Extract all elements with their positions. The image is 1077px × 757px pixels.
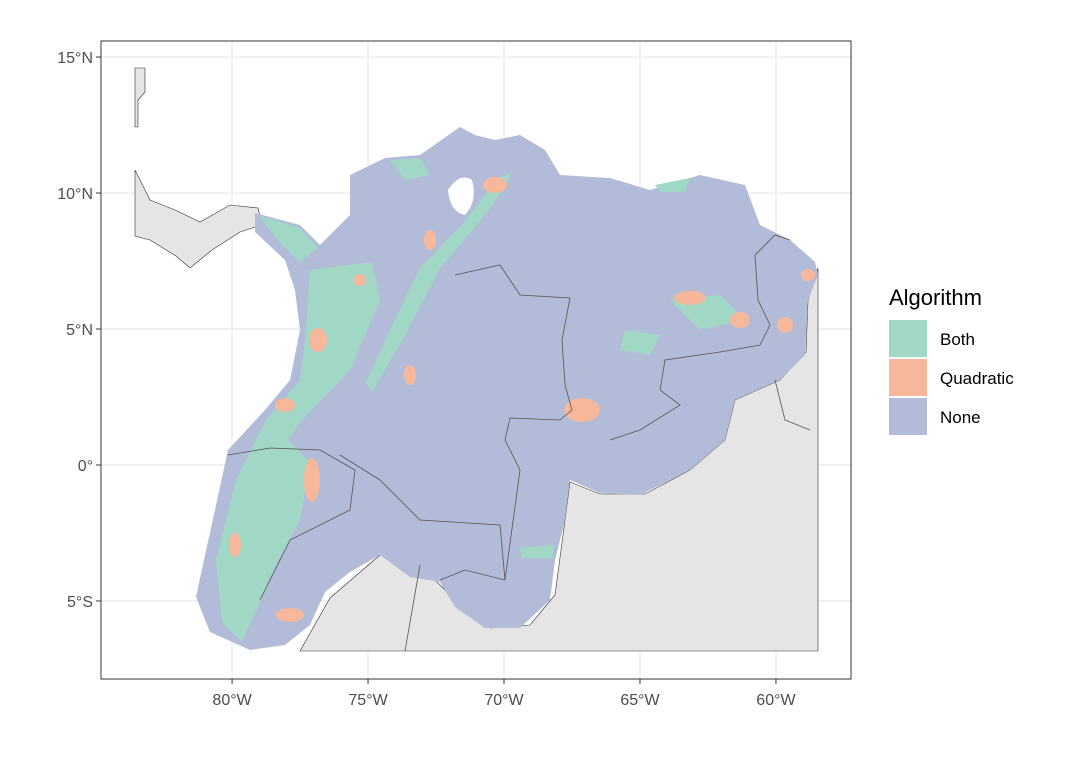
map-land — [134, 67, 819, 652]
axes: 80°W 75°W 70°W 65°W 60°W 15°N 10°N 5°N 0° 5°S — [57, 50, 796, 709]
legend-label: None — [940, 408, 981, 427]
legend-label: Quadratic — [940, 369, 1014, 388]
patch — [229, 533, 241, 557]
land-gray — [134, 67, 146, 128]
y-tick-label: 10°N — [57, 186, 93, 203]
land-gray — [134, 169, 263, 269]
patch — [354, 274, 366, 286]
patch — [674, 291, 706, 305]
patch — [777, 317, 793, 333]
x-tick-label: 65°W — [620, 692, 660, 709]
border — [404, 379, 811, 652]
border — [227, 447, 356, 601]
border — [454, 264, 573, 581]
borders — [227, 234, 811, 652]
legend-key — [889, 398, 927, 435]
lake — [448, 177, 474, 215]
patch — [801, 269, 815, 281]
y-tick-label: 0° — [78, 458, 93, 475]
border — [754, 234, 791, 256]
region-none — [196, 127, 818, 650]
region-both — [258, 215, 318, 262]
x-tick-label: 70°W — [484, 692, 524, 709]
x-tick-label: 80°W — [212, 692, 252, 709]
patch — [404, 365, 416, 385]
y-tick-label: 5°N — [66, 322, 93, 339]
patch — [483, 177, 507, 193]
legend-key — [889, 320, 927, 357]
patch — [275, 398, 295, 412]
y-tick-label: 15°N — [57, 50, 93, 67]
patch — [564, 398, 600, 422]
x-tick-label: 60°W — [756, 692, 796, 709]
y-tick-label: 5°S — [67, 594, 93, 611]
legend-label: Both — [940, 330, 975, 349]
patch — [309, 328, 327, 352]
patch — [730, 312, 750, 328]
legend-title: Algorithm — [889, 285, 982, 310]
legend: Both Quadratic None — [889, 320, 1014, 435]
region-both — [216, 262, 380, 642]
border — [339, 454, 506, 581]
patch — [304, 458, 320, 502]
patch — [276, 608, 304, 622]
legend-key — [889, 359, 927, 396]
border — [609, 254, 771, 441]
panel-border — [100, 40, 852, 680]
region-both — [366, 172, 512, 392]
patch — [424, 230, 436, 250]
region-quadratic — [229, 177, 815, 622]
x-tick-label: 75°W — [348, 692, 388, 709]
